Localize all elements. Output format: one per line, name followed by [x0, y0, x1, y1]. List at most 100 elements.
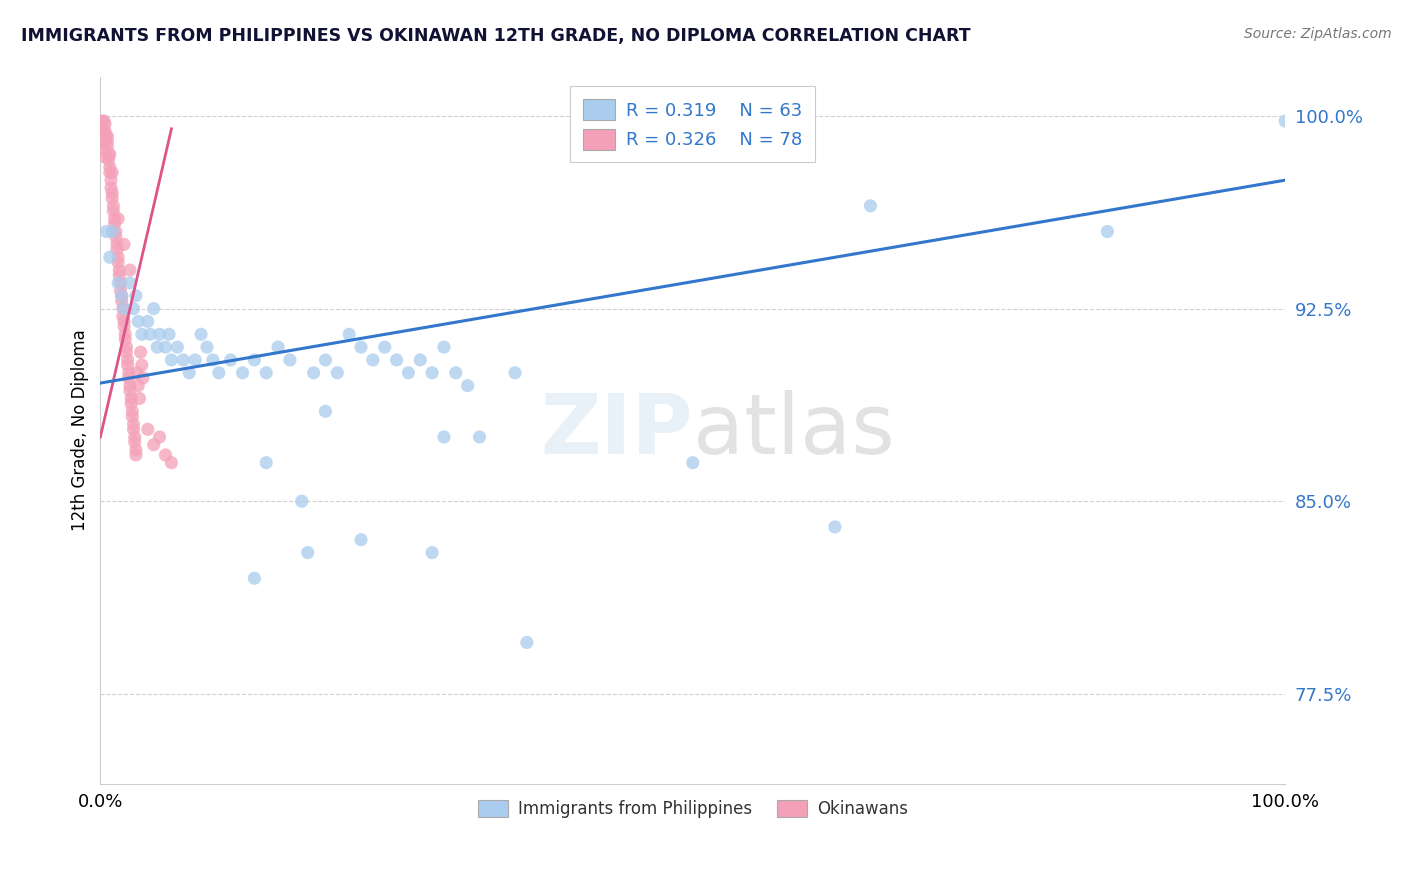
Point [149, 327, 172, 342]
Point [254, 366, 277, 380]
Point [103, 199, 125, 213]
Point [139, 327, 162, 342]
Point [114, 327, 136, 342]
Point [122, 417, 145, 432]
Point [107, 250, 129, 264]
Point [859, 199, 882, 213]
Point [110, 276, 132, 290]
Point [179, 366, 201, 380]
Point [112, 301, 135, 316]
Point [267, 340, 290, 354]
Point [124, 430, 146, 444]
Point [118, 378, 141, 392]
Point [118, 263, 141, 277]
Point [101, 186, 124, 200]
Point [101, 225, 124, 239]
Point [121, 409, 143, 424]
Point [457, 378, 479, 392]
Point [142, 438, 165, 452]
Point [100, 173, 122, 187]
Point [350, 533, 373, 547]
Point [129, 345, 152, 359]
Point [107, 255, 129, 269]
Text: Source: ZipAtlas.com: Source: ZipAtlas.com [1244, 27, 1392, 41]
Point [314, 404, 336, 418]
Point [350, 340, 373, 354]
Point [96, 140, 118, 154]
Point [166, 340, 188, 354]
Point [409, 353, 432, 368]
Point [117, 358, 139, 372]
Point [254, 456, 277, 470]
Point [278, 353, 301, 368]
Point [132, 371, 155, 385]
Point [105, 237, 128, 252]
Point [97, 147, 120, 161]
Point [111, 310, 134, 324]
Point [1274, 114, 1296, 128]
Point [96, 129, 118, 144]
Text: atlas: atlas [693, 390, 894, 471]
Point [136, 422, 159, 436]
Point [104, 229, 127, 244]
Point [468, 430, 491, 444]
Point [155, 448, 177, 462]
Point [433, 340, 456, 354]
Point [374, 340, 396, 354]
Point [337, 327, 360, 342]
Point [396, 366, 419, 380]
Point [120, 396, 142, 410]
Point [172, 353, 194, 368]
Point [96, 129, 118, 144]
Point [107, 276, 129, 290]
Point [160, 353, 183, 368]
Point [115, 340, 138, 354]
Point [96, 225, 118, 239]
Text: ZIP: ZIP [540, 390, 693, 471]
Point [125, 366, 148, 380]
Point [101, 191, 124, 205]
Point [131, 327, 153, 342]
Point [208, 366, 231, 380]
Point [93, 142, 115, 156]
Point [103, 211, 125, 226]
Point [94, 117, 117, 131]
Point [149, 430, 172, 444]
Point [98, 250, 121, 264]
Point [91, 127, 114, 141]
Point [314, 353, 336, 368]
Point [118, 276, 141, 290]
Point [361, 353, 384, 368]
Point [114, 333, 136, 347]
Point [103, 217, 125, 231]
Point [98, 165, 121, 179]
Point [111, 293, 134, 308]
Point [118, 371, 141, 385]
Point [1097, 225, 1119, 239]
Point [120, 392, 142, 406]
Point [420, 366, 443, 380]
Point [219, 353, 242, 368]
Point [100, 181, 122, 195]
Point [125, 289, 148, 303]
Point [302, 366, 325, 380]
Point [110, 284, 132, 298]
Point [91, 114, 114, 128]
Point [127, 314, 149, 328]
Point [93, 127, 115, 141]
Point [243, 571, 266, 585]
Point [125, 448, 148, 462]
Y-axis label: 12th Grade, No Diploma: 12th Grade, No Diploma [72, 330, 89, 532]
Point [93, 114, 115, 128]
Point [291, 494, 314, 508]
Point [146, 340, 169, 354]
Point [128, 392, 150, 406]
Point [142, 301, 165, 316]
Point [195, 340, 218, 354]
Point [243, 353, 266, 368]
Point [112, 314, 135, 328]
Point [118, 384, 141, 398]
Point [385, 353, 408, 368]
Point [117, 353, 139, 368]
Point [111, 289, 134, 303]
